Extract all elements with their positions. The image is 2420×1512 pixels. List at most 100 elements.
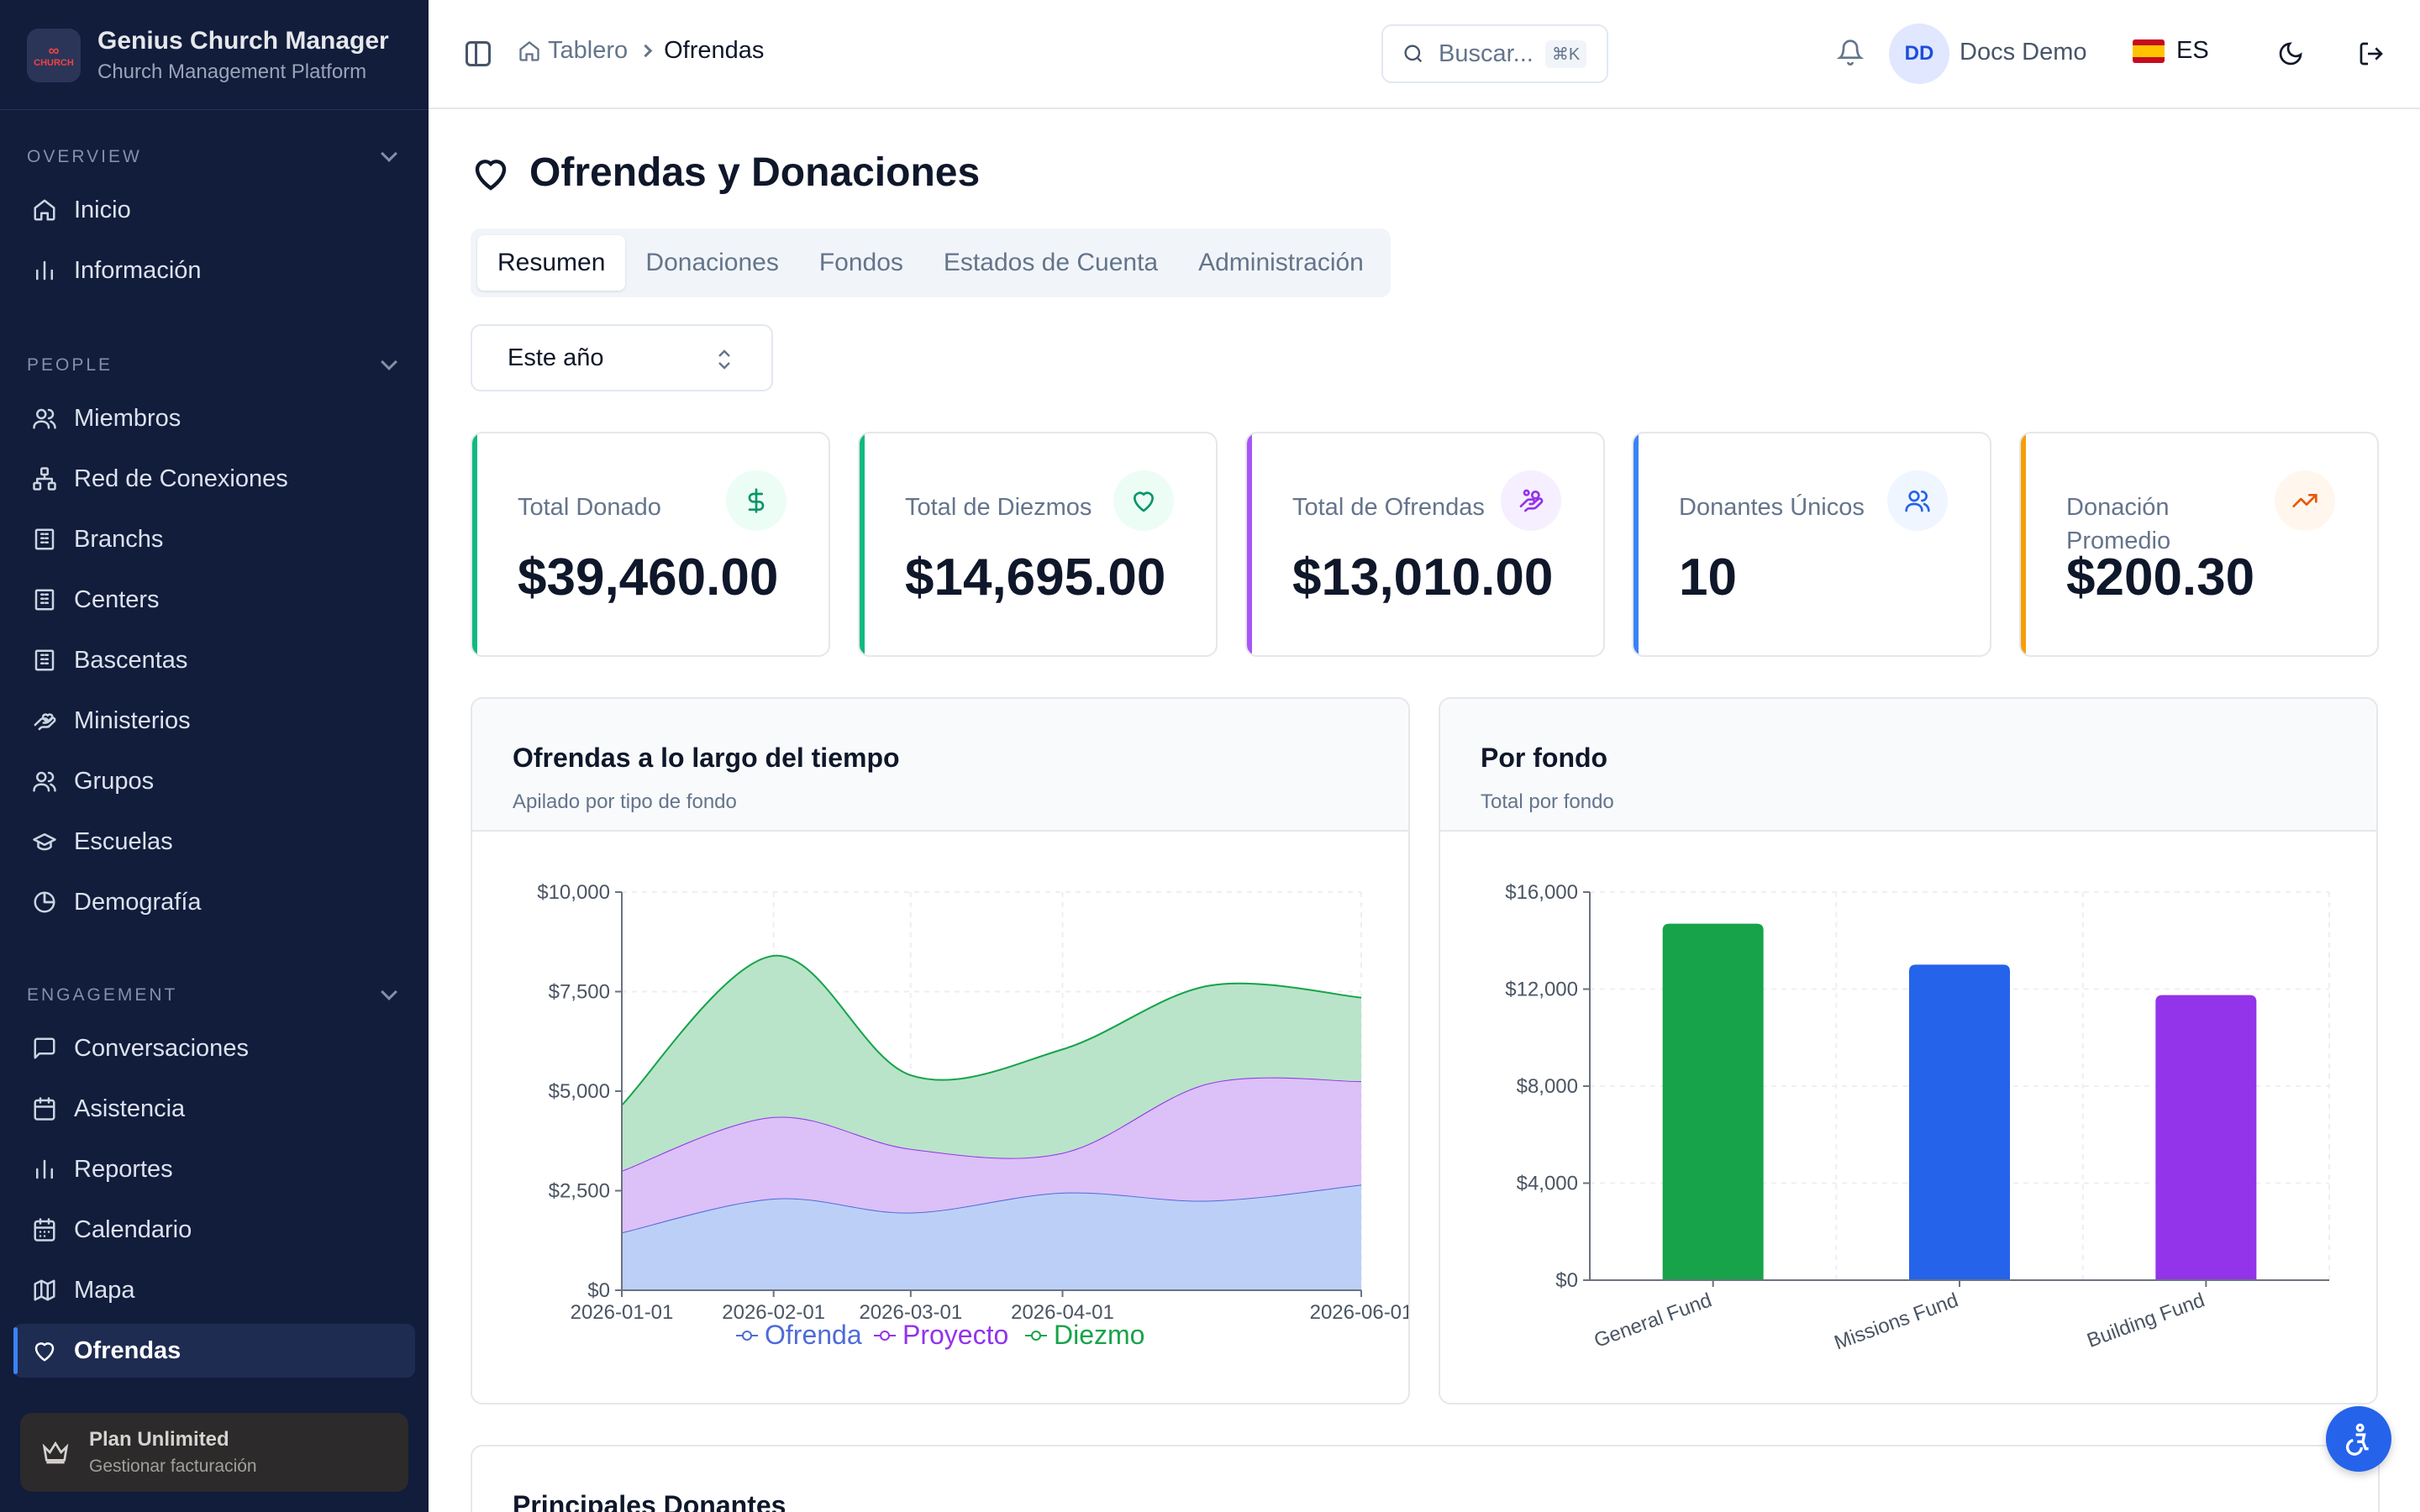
message-square-icon bbox=[32, 1036, 57, 1061]
sidebar-item-label: Red de Conexiones bbox=[74, 465, 288, 492]
bar-building-fund bbox=[2155, 995, 2257, 1280]
sidebar-item-grupos[interactable]: Grupos bbox=[13, 754, 415, 808]
tab-estados-de-cuenta[interactable]: Estados de Cuenta bbox=[943, 249, 1159, 276]
brand-subtitle: Church Management Platform bbox=[97, 60, 367, 83]
plan-billing-link[interactable]: Gestionar facturación bbox=[89, 1457, 257, 1476]
sidebar-item-reportes[interactable]: Reportes bbox=[13, 1142, 415, 1196]
tab-bar: Resumen Donaciones Fondos Estados de Cuenta… bbox=[471, 228, 1391, 297]
language-switcher[interactable]: ES bbox=[2133, 37, 2209, 65]
sidebar-item-demografía[interactable]: Demografía bbox=[13, 875, 415, 929]
bar-chart: $0 $4,000 $8,000 $12,000 $16,000 General Fund… bbox=[1505, 881, 2330, 1355]
stat-value: $14,695.00 bbox=[905, 549, 1166, 606]
user-name[interactable]: Docs Demo bbox=[1960, 39, 2087, 66]
breadcrumb-home[interactable]: Tablero bbox=[518, 37, 628, 65]
section-label: ENGAGEMENT bbox=[27, 985, 178, 1005]
legend-marker bbox=[880, 1331, 890, 1341]
brand[interactable]: ∞ CHURCH Genius Church Manager Church Ma… bbox=[27, 27, 389, 84]
legend-item-proyecto: Proyecto bbox=[874, 1320, 1008, 1350]
crown-icon bbox=[40, 1437, 71, 1467]
hand-heart-icon bbox=[32, 708, 57, 733]
stat-label: Total Donado bbox=[518, 494, 661, 521]
sidebar-item-label: Bascentas bbox=[74, 646, 188, 674]
sidebar-item-miembros[interactable]: Miembros bbox=[13, 391, 415, 445]
accessibility-icon bbox=[2346, 1423, 2369, 1456]
stat-value: $13,010.00 bbox=[1292, 549, 1554, 606]
area-chart-subtitle: Apilado por tipo de fondo bbox=[513, 790, 737, 813]
sidebar-item-label: Inicio bbox=[74, 196, 131, 223]
search-icon bbox=[1404, 45, 1423, 63]
stat-card-0: Total Donado $39,460.00 bbox=[471, 432, 830, 657]
section-label: PEOPLE bbox=[27, 355, 113, 375]
page-title-text: Ofrendas y Donaciones bbox=[529, 150, 981, 195]
calendar-check-icon bbox=[32, 1096, 57, 1121]
spain-flag-icon bbox=[2133, 39, 2165, 63]
area-ofrenda bbox=[622, 1184, 1361, 1290]
brand-title: Genius Church Manager bbox=[97, 27, 389, 55]
chevron-down-icon bbox=[381, 984, 397, 1000]
sidebar-item-label: Ofrendas bbox=[74, 1336, 182, 1364]
sidebar-item-ministerios[interactable]: Ministerios bbox=[13, 694, 415, 748]
section-header-engagement[interactable]: ENGAGEMENT bbox=[27, 983, 402, 1008]
tab-donaciones[interactable]: Donaciones bbox=[645, 249, 779, 276]
sidebar-item-label: Conversaciones bbox=[74, 1034, 249, 1062]
bell-icon[interactable] bbox=[1836, 39, 1865, 70]
tab-fondos[interactable]: Fondos bbox=[818, 249, 903, 276]
x-tick-label: 2026-03-01 bbox=[859, 1301, 962, 1324]
accessibility-button[interactable] bbox=[2326, 1406, 2391, 1472]
section-header-overview[interactable]: OVERVIEW bbox=[27, 144, 402, 170]
breadcrumb: Tablero Ofrendas bbox=[518, 37, 764, 65]
sidebar-toggle-icon[interactable] bbox=[466, 41, 491, 66]
y-tick-label: $10,000 bbox=[537, 881, 610, 904]
tab-administración[interactable]: Administración bbox=[1198, 249, 1364, 276]
sidebar-item-label: Grupos bbox=[74, 767, 155, 795]
sidebar-item-label: Miembros bbox=[74, 404, 182, 432]
sidebar-item-label: Branchs bbox=[74, 525, 164, 553]
bar-missions-fund bbox=[1909, 964, 2010, 1280]
bar-chart-title: Por fondo bbox=[1481, 743, 1608, 773]
moon-icon[interactable] bbox=[2277, 40, 2304, 71]
y-tick-label: $0 bbox=[587, 1279, 610, 1302]
chevron-down-icon bbox=[381, 354, 397, 370]
sidebar-item-label: Mapa bbox=[74, 1276, 135, 1304]
bar-chart-icon bbox=[32, 258, 57, 283]
sidebar-item-label: Reportes bbox=[74, 1155, 173, 1183]
x-tick-label: Missions Fund bbox=[1831, 1289, 1961, 1354]
sidebar-item-centers[interactable]: Centers bbox=[13, 573, 415, 627]
search-shortcut: ⌘K bbox=[1544, 39, 1587, 68]
sidebar-item-información[interactable]: Información bbox=[13, 244, 415, 297]
stat-card-1: Total de Diezmos $14,695.00 bbox=[858, 432, 1218, 657]
stat-accent bbox=[472, 433, 477, 655]
sidebar-item-conversaciones[interactable]: Conversaciones bbox=[13, 1021, 415, 1075]
logout-icon[interactable] bbox=[2358, 40, 2385, 71]
stat-card-4: Donación Promedio $200.30 bbox=[2019, 432, 2379, 657]
sidebar-item-asistencia[interactable]: Asistencia bbox=[13, 1082, 415, 1136]
sidebar-item-calendario[interactable]: Calendario bbox=[13, 1203, 415, 1257]
home-icon bbox=[519, 40, 539, 61]
top-donors-panel: Principales Donantes bbox=[471, 1445, 2380, 1512]
building-icon bbox=[32, 648, 57, 673]
tab-resumen[interactable]: Resumen bbox=[477, 235, 626, 291]
search-input[interactable]: Buscar... ⌘K bbox=[1381, 24, 1608, 83]
sidebar-item-mapa[interactable]: Mapa bbox=[13, 1263, 415, 1317]
sidebar-item-branchs[interactable]: Branchs bbox=[13, 512, 415, 566]
hand-coins-icon bbox=[1501, 470, 1561, 531]
avatar[interactable]: DD bbox=[1889, 24, 1949, 84]
stat-accent bbox=[2021, 433, 2026, 655]
stat-value: 10 bbox=[1679, 549, 1737, 606]
sidebar-item-inicio[interactable]: Inicio bbox=[13, 183, 415, 237]
trending-up-icon bbox=[2275, 470, 2335, 531]
stat-label: Total de Ofrendas bbox=[1292, 494, 1485, 521]
sidebar-item-escuelas[interactable]: Escuelas bbox=[13, 815, 415, 869]
plan-card[interactable]: Plan Unlimited Gestionar facturación bbox=[20, 1413, 408, 1492]
period-select[interactable]: Este año bbox=[471, 324, 773, 391]
building-icon bbox=[32, 527, 57, 552]
section-label: OVERVIEW bbox=[27, 147, 142, 166]
heart-icon bbox=[32, 1338, 57, 1363]
sidebar-item-bascentas[interactable]: Bascentas bbox=[13, 633, 415, 687]
stat-accent bbox=[1634, 433, 1639, 655]
offerings-over-time-panel: Ofrendas a lo largo del tiempo Apilado p… bbox=[471, 697, 1410, 1404]
map-icon bbox=[32, 1278, 57, 1303]
sidebar-item-red-de-conexiones[interactable]: Red de Conexiones bbox=[13, 452, 415, 506]
section-header-people[interactable]: PEOPLE bbox=[27, 353, 402, 378]
sidebar-item-ofrendas[interactable]: Ofrendas bbox=[13, 1324, 415, 1378]
